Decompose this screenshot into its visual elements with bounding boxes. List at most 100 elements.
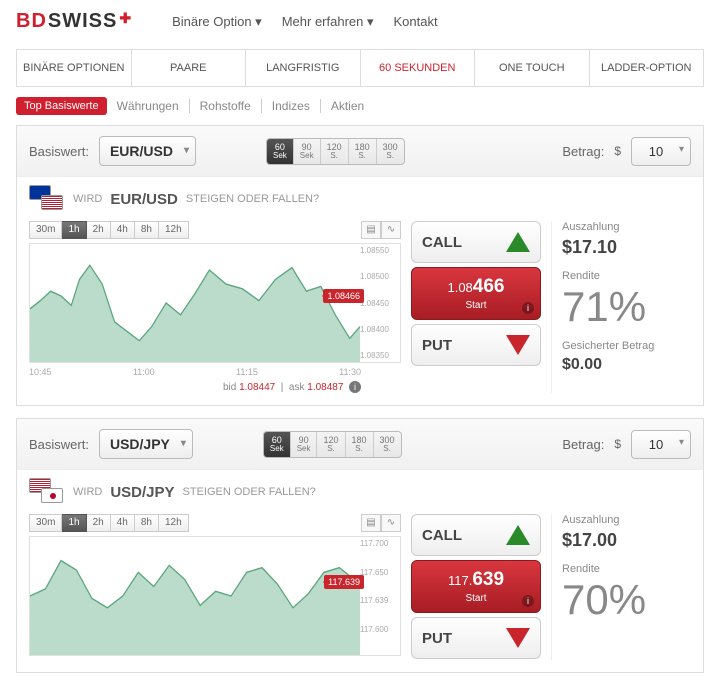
topnav-item-2[interactable]: Kontakt bbox=[394, 14, 438, 30]
duration-60[interactable]: 60Sek bbox=[267, 139, 294, 164]
payout-column: Auszahlung $17.10 Rendite 71%Gesicherter… bbox=[551, 221, 691, 393]
basiswert-label: Basiswert: bbox=[29, 437, 89, 452]
currency-symbol: $ bbox=[614, 144, 621, 158]
tf-2h[interactable]: 2h bbox=[87, 514, 111, 532]
price-chart[interactable]: 1.085501.085001.084501.084001.08350 1.08… bbox=[29, 243, 401, 363]
tf-30m[interactable]: 30m bbox=[29, 221, 62, 239]
y-axis: 117.700117.650117.639117.600 bbox=[360, 537, 400, 655]
card-body: 30m1h2h4h8h12h ▤ ∿ 117.700117.650117.639… bbox=[17, 514, 703, 672]
bid-ask-row: bid 1.08447 | ask 1.08487 i bbox=[29, 377, 401, 393]
start-button[interactable]: 117.639Starti bbox=[411, 560, 541, 613]
start-button[interactable]: 1.08466Starti bbox=[411, 267, 541, 320]
sub-filter-bar: Top Basiswerte Währungen Rohstoffe Indizes… bbox=[16, 97, 704, 115]
basiswert-select[interactable]: USD/JPY bbox=[99, 429, 193, 459]
timeframe-row: 30m1h2h4h8h12h ▤ ∿ bbox=[29, 514, 401, 532]
tf-8h[interactable]: 8h bbox=[135, 514, 159, 532]
put-button[interactable]: PUT bbox=[411, 324, 541, 366]
tab-binäre-optionen[interactable]: BINÄRE OPTIONEN bbox=[17, 50, 132, 86]
rendite-value: 71% bbox=[562, 286, 691, 328]
main-tabs: BINÄRE OPTIONENPAARELANGFRISTIG60 SEKUND… bbox=[16, 49, 704, 87]
amount-select[interactable]: 10 bbox=[631, 430, 691, 459]
put-button[interactable]: PUT bbox=[411, 617, 541, 659]
tf-8h[interactable]: 8h bbox=[135, 221, 159, 239]
tf-12h[interactable]: 12h bbox=[159, 221, 189, 239]
betrag-label: Betrag: bbox=[562, 437, 604, 452]
tf-4h[interactable]: 4h bbox=[111, 514, 135, 532]
up-arrow-icon bbox=[506, 232, 530, 252]
wird-prefix: WIRD bbox=[73, 486, 102, 498]
header: BD SWISS ✚ Binäre Option ▾ Mehr erfahren … bbox=[0, 0, 720, 43]
current-price-tag: 117.639 bbox=[324, 575, 364, 589]
pill-top-basiswerte[interactable]: Top Basiswerte bbox=[16, 97, 107, 115]
auszahlung-value: $17.00 bbox=[562, 530, 691, 551]
call-button[interactable]: CALL bbox=[411, 514, 541, 556]
tf-1h[interactable]: 1h bbox=[62, 221, 86, 239]
candlestick-icon[interactable]: ▤ bbox=[361, 221, 381, 239]
auszahlung-label: Auszahlung bbox=[562, 514, 691, 526]
chart-column: 30m1h2h4h8h12h ▤ ∿ 117.700117.650117.639… bbox=[29, 514, 401, 660]
x-axis bbox=[29, 656, 401, 660]
chart-type-icons: ▤ ∿ bbox=[361, 514, 401, 532]
candlestick-icon[interactable]: ▤ bbox=[361, 514, 381, 532]
duration-60[interactable]: 60Sek bbox=[264, 432, 291, 457]
pair-name: USD/JPY bbox=[110, 484, 174, 501]
asset-card: Basiswert: USD/JPY 60Sek90Sek120S.180S.3… bbox=[16, 418, 704, 673]
tf-30m[interactable]: 30m bbox=[29, 514, 62, 532]
tf-4h[interactable]: 4h bbox=[111, 221, 135, 239]
tf-1h[interactable]: 1h bbox=[62, 514, 86, 532]
duration-120[interactable]: 120S. bbox=[317, 432, 345, 457]
line-chart-icon[interactable]: ∿ bbox=[381, 221, 401, 239]
pair-name: EUR/USD bbox=[110, 191, 178, 208]
price-chart[interactable]: 117.700117.650117.639117.600 117.639 bbox=[29, 536, 401, 656]
timeframe-row: 30m1h2h4h8h12h ▤ ∿ bbox=[29, 221, 401, 239]
current-price-tag: 1.08466 bbox=[323, 289, 364, 303]
currency-symbol: $ bbox=[614, 437, 621, 451]
duration-120[interactable]: 120S. bbox=[321, 139, 349, 164]
gesichert-label: Gesicherter Betrag bbox=[562, 340, 691, 352]
tab-ladder-option[interactable]: LADDER-OPTION bbox=[590, 50, 704, 86]
duration-300[interactable]: 300S. bbox=[377, 139, 404, 164]
tab-paare[interactable]: PAARE bbox=[132, 50, 247, 86]
call-button[interactable]: CALL bbox=[411, 221, 541, 263]
line-chart-icon[interactable]: ∿ bbox=[381, 514, 401, 532]
sub-währungen[interactable]: Währungen bbox=[117, 99, 190, 113]
info-icon: i bbox=[522, 302, 534, 314]
flag-pair-icon bbox=[29, 185, 65, 213]
duration-90[interactable]: 90Sek bbox=[294, 139, 321, 164]
wird-prefix: WIRD bbox=[73, 193, 102, 205]
wird-suffix: STEIGEN ODER FALLEN? bbox=[183, 486, 316, 498]
duration-300[interactable]: 300S. bbox=[374, 432, 401, 457]
duration-180[interactable]: 180S. bbox=[346, 432, 374, 457]
topnav-item-0[interactable]: Binäre Option ▾ bbox=[172, 14, 262, 30]
tf-2h[interactable]: 2h bbox=[87, 221, 111, 239]
sub-filter-items: Währungen Rohstoffe Indizes Aktien bbox=[117, 99, 375, 113]
card-body: 30m1h2h4h8h12h ▤ ∿ 1.085501.085001.08450… bbox=[17, 221, 703, 405]
sub-aktien[interactable]: Aktien bbox=[331, 99, 374, 113]
tab-one-touch[interactable]: ONE TOUCH bbox=[475, 50, 590, 86]
payout-column: Auszahlung $17.00 Rendite 70% bbox=[551, 514, 691, 660]
duration-pills: 60Sek90Sek120S.180S.300S. bbox=[263, 431, 402, 458]
logo-bd: BD bbox=[16, 10, 47, 33]
amount-select[interactable]: 10 bbox=[631, 137, 691, 166]
logo[interactable]: BD SWISS ✚ bbox=[16, 10, 132, 33]
betrag-label: Betrag: bbox=[562, 144, 604, 159]
tab-langfristig[interactable]: LANGFRISTIG bbox=[246, 50, 361, 86]
sub-indizes[interactable]: Indizes bbox=[272, 99, 321, 113]
rendite-label: Rendite bbox=[562, 563, 691, 575]
rendite-value: 70% bbox=[562, 579, 691, 621]
tab-60-sekunden[interactable]: 60 SEKUNDEN bbox=[361, 50, 476, 86]
y-axis: 1.085501.085001.084501.084001.08350 bbox=[360, 244, 400, 362]
logo-swiss: SWISS bbox=[48, 10, 117, 33]
topnav-item-1[interactable]: Mehr erfahren ▾ bbox=[282, 14, 374, 30]
card-question: WIRD EUR/USD STEIGEN ODER FALLEN? bbox=[17, 177, 703, 221]
duration-90[interactable]: 90Sek bbox=[291, 432, 318, 457]
duration-180[interactable]: 180S. bbox=[349, 139, 377, 164]
auszahlung-label: Auszahlung bbox=[562, 221, 691, 233]
sub-rohstoffe[interactable]: Rohstoffe bbox=[200, 99, 262, 113]
card-controls: Basiswert: EUR/USD 60Sek90Sek120S.180S.3… bbox=[17, 126, 703, 177]
basiswert-label: Basiswert: bbox=[29, 144, 89, 159]
tf-12h[interactable]: 12h bbox=[159, 514, 189, 532]
basiswert-select[interactable]: EUR/USD bbox=[99, 136, 196, 166]
down-arrow-icon bbox=[506, 628, 530, 648]
duration-pills: 60Sek90Sek120S.180S.300S. bbox=[266, 138, 405, 165]
